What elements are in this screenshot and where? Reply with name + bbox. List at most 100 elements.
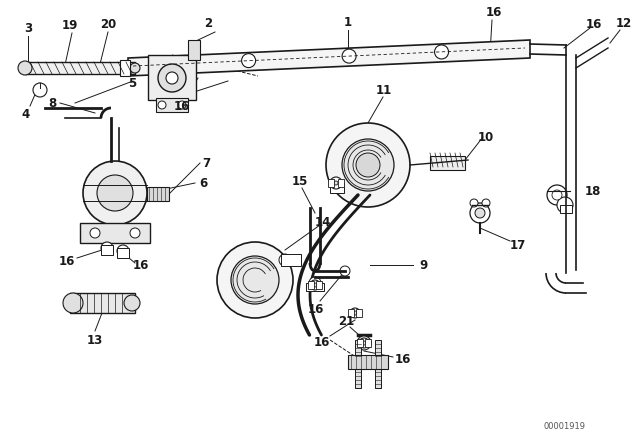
- Circle shape: [340, 266, 350, 276]
- Circle shape: [350, 308, 360, 318]
- Text: 18: 18: [585, 185, 601, 198]
- Circle shape: [362, 341, 366, 345]
- Bar: [355, 340, 361, 358]
- Circle shape: [231, 256, 279, 304]
- Circle shape: [357, 336, 371, 350]
- Circle shape: [353, 311, 357, 315]
- Circle shape: [90, 228, 100, 238]
- Text: 14: 14: [315, 215, 331, 228]
- Circle shape: [359, 338, 369, 348]
- Circle shape: [330, 177, 342, 189]
- Circle shape: [470, 199, 478, 207]
- Circle shape: [547, 185, 567, 205]
- Circle shape: [342, 49, 356, 63]
- Text: 17: 17: [510, 238, 526, 251]
- Bar: [80, 223, 150, 243]
- Circle shape: [217, 242, 293, 318]
- Bar: [156, 98, 188, 112]
- Bar: [188, 40, 200, 60]
- Text: 19: 19: [62, 18, 78, 31]
- Bar: [348, 355, 388, 369]
- Circle shape: [158, 64, 186, 92]
- Circle shape: [330, 179, 342, 191]
- Circle shape: [124, 295, 140, 311]
- Text: 6: 6: [199, 177, 207, 190]
- Text: 16: 16: [586, 17, 602, 30]
- Bar: [101, 245, 113, 255]
- Text: 1: 1: [344, 16, 352, 29]
- Bar: [147, 187, 169, 201]
- Circle shape: [97, 175, 133, 211]
- Bar: [357, 339, 363, 347]
- Bar: [328, 179, 334, 187]
- Circle shape: [334, 181, 338, 185]
- Text: 8: 8: [48, 96, 56, 109]
- Text: 4: 4: [22, 108, 30, 121]
- Circle shape: [313, 283, 317, 287]
- Circle shape: [552, 190, 562, 200]
- Text: 21: 21: [338, 314, 354, 327]
- Bar: [120, 60, 130, 76]
- Bar: [338, 179, 344, 187]
- Bar: [348, 309, 354, 317]
- Circle shape: [18, 61, 32, 75]
- Text: 2: 2: [204, 17, 212, 30]
- Bar: [308, 281, 314, 289]
- Bar: [375, 368, 381, 388]
- Text: 13: 13: [87, 333, 103, 346]
- Circle shape: [117, 245, 129, 257]
- Text: 7: 7: [202, 156, 210, 169]
- Circle shape: [342, 139, 394, 191]
- Circle shape: [310, 280, 320, 290]
- Text: 16: 16: [395, 353, 411, 366]
- Text: 16: 16: [133, 258, 149, 271]
- Circle shape: [356, 153, 380, 177]
- Text: 12: 12: [616, 17, 632, 30]
- Bar: [281, 254, 301, 266]
- Bar: [70, 293, 135, 313]
- Circle shape: [101, 242, 113, 254]
- Circle shape: [242, 54, 255, 68]
- Bar: [306, 283, 324, 291]
- Circle shape: [309, 277, 321, 289]
- Text: 5: 5: [128, 77, 136, 90]
- Bar: [560, 205, 572, 213]
- Text: 20: 20: [100, 17, 116, 30]
- Circle shape: [158, 101, 166, 109]
- Text: 16: 16: [174, 99, 190, 112]
- Circle shape: [178, 101, 186, 109]
- Text: 00001919: 00001919: [544, 422, 586, 431]
- Circle shape: [557, 197, 573, 213]
- Bar: [330, 183, 344, 193]
- Text: 15: 15: [292, 175, 308, 188]
- Bar: [365, 339, 371, 347]
- Bar: [316, 281, 322, 289]
- Text: 16: 16: [486, 5, 502, 18]
- Text: 16: 16: [59, 254, 75, 267]
- Text: 16: 16: [308, 302, 324, 315]
- Text: 3: 3: [24, 22, 32, 34]
- Circle shape: [475, 208, 485, 218]
- Bar: [375, 340, 381, 358]
- Polygon shape: [128, 40, 530, 76]
- Bar: [430, 156, 465, 170]
- Circle shape: [33, 83, 47, 97]
- Bar: [117, 248, 129, 258]
- Bar: [356, 309, 362, 317]
- Circle shape: [130, 228, 140, 238]
- Circle shape: [470, 203, 490, 223]
- Text: 10: 10: [478, 130, 494, 143]
- Text: 11: 11: [376, 83, 392, 96]
- Circle shape: [482, 199, 490, 207]
- Text: 9: 9: [419, 258, 427, 271]
- Circle shape: [63, 293, 83, 313]
- Circle shape: [435, 45, 449, 59]
- Text: 16: 16: [314, 336, 330, 349]
- Circle shape: [161, 57, 175, 71]
- Bar: [355, 368, 361, 388]
- Circle shape: [166, 72, 178, 84]
- Circle shape: [279, 254, 291, 266]
- Bar: [25, 62, 135, 74]
- Circle shape: [83, 161, 147, 225]
- Circle shape: [130, 63, 140, 73]
